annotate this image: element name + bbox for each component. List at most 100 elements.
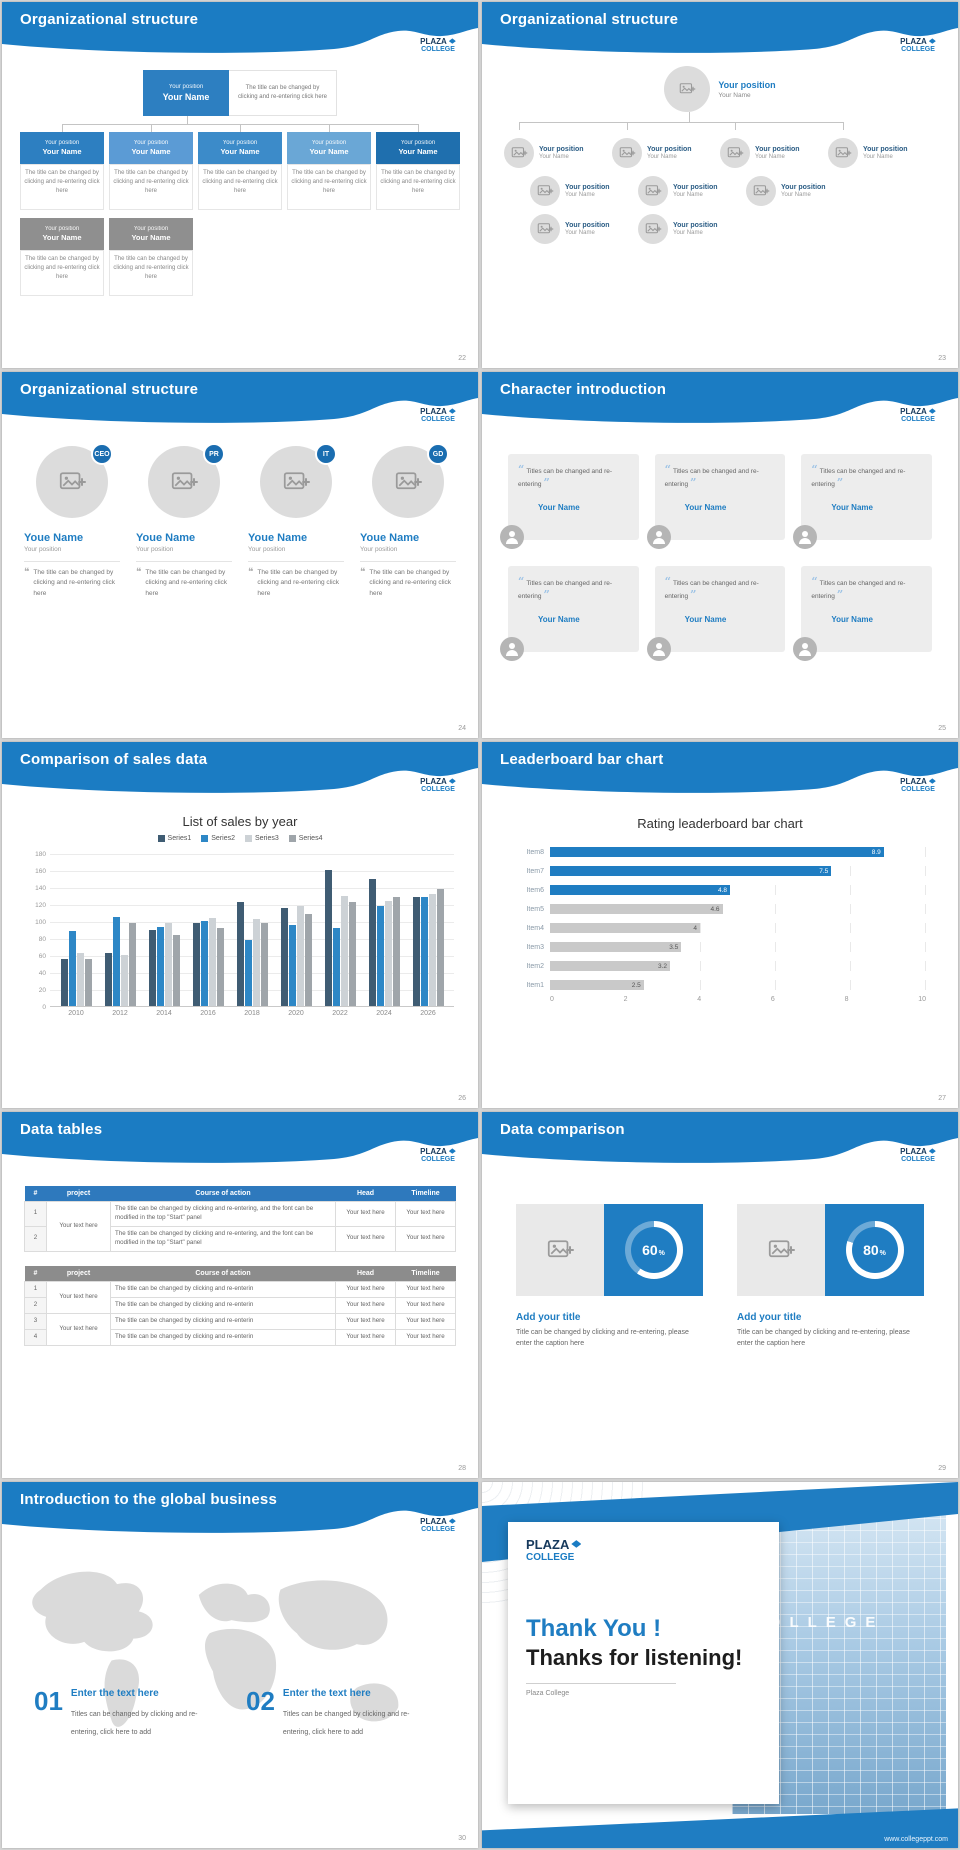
page-number: 30: [458, 1835, 466, 1842]
close-quote-icon: ”: [690, 588, 697, 602]
legend-label: Series3: [255, 835, 279, 842]
col-header: Timeline: [395, 1186, 456, 1202]
logo-college-text: COLLEGE: [901, 46, 935, 54]
x-tick-label: 2010: [68, 1010, 84, 1017]
panel-caption: Title can be changed by clicking and re-…: [737, 1329, 910, 1347]
bar-group: [236, 902, 268, 1006]
logo-college-text: COLLEGE: [526, 1552, 575, 1564]
percent-sign: %: [658, 1250, 665, 1257]
character-card: “Titles can be changed and re-entering” Y…: [793, 566, 932, 661]
position-label: Your position: [539, 146, 584, 153]
x-tick-label: 2026: [420, 1010, 436, 1017]
open-quote-icon: “: [664, 575, 671, 588]
slide-24[interactable]: PLAZA COLLEGE Organizational structure C…: [2, 372, 478, 738]
open-quote-icon: “: [518, 575, 525, 588]
org-person: Your position Your Name: [828, 138, 936, 168]
bar: [392, 897, 400, 1006]
logo-plaza-text: PLAZA: [420, 1516, 447, 1526]
position-label: Your position: [222, 140, 258, 146]
logo-plaza-text: PLAZA: [420, 406, 447, 416]
legend-swatch: [201, 835, 209, 842]
plaza-college-logo: PLAZA COLLEGE: [891, 14, 945, 60]
bar: [60, 959, 68, 1006]
name-label: Your Name: [718, 91, 751, 99]
logo-top-row: PLAZA: [900, 1147, 936, 1157]
member-description: The title can be changed by clicking and…: [369, 569, 452, 597]
slide-title: Introduction to the global business: [20, 1491, 277, 1508]
bar: 3.5: [550, 942, 682, 952]
team-member: IT Youe Name Your position ❝ The title ca…: [248, 443, 344, 722]
slide-28[interactable]: PLAZA COLLEGE Data tables # project Cour…: [2, 1112, 478, 1478]
member-name: Youe Name: [136, 532, 196, 544]
org-person: Your position Your Name: [720, 138, 828, 168]
leaderboard-chart: Rating leaderboard bar chart Item8 8.9 Ite…: [482, 800, 958, 1108]
slide-23[interactable]: PLAZA COLLEGE Organizational structure Y…: [482, 2, 958, 368]
graduation-cap-icon: [928, 778, 936, 784]
bar-group: [148, 922, 180, 1006]
character-card: “Titles can be changed and re-entering” Y…: [500, 566, 639, 661]
col-header: #: [24, 1265, 47, 1282]
slide-30[interactable]: PLAZA COLLEGE Introduction to the global…: [2, 1482, 478, 1848]
bar-value: 3.5: [669, 943, 679, 951]
name-label: Your Name: [647, 154, 677, 160]
slide-26[interactable]: PLAZA COLLEGE Comparison of sales data L…: [2, 742, 478, 1108]
logo-plaza-text: PLAZA: [900, 36, 927, 46]
name-label: Your Name: [673, 192, 703, 198]
page-number: 27: [938, 1095, 946, 1102]
slide-title: Organizational structure: [20, 381, 199, 398]
y-tick-label: 140: [35, 884, 46, 892]
slide-25[interactable]: PLAZA COLLEGE Character introduction “Ti…: [482, 372, 958, 738]
point-title: Enter the text here: [70, 1688, 159, 1699]
slide-title: Comparison of sales data: [20, 751, 208, 768]
image-placeholder: [737, 1204, 825, 1296]
slide-title: Organizational structure: [20, 11, 199, 28]
table-gray: # project Course of action Head Timeline…: [24, 1265, 456, 1346]
position-label: Your position: [44, 140, 80, 146]
name-label: Your Name: [309, 147, 349, 156]
bar-value: 4: [693, 924, 697, 932]
x-tick-label: 0: [550, 996, 554, 1003]
table-header-row: # project Course of action Head Timeline: [24, 1186, 456, 1202]
image-placeholder-icon: [510, 144, 528, 162]
building-text: COLLEGE: [748, 1613, 885, 1631]
name-label: Your Name: [781, 192, 811, 198]
slide-title: Organizational structure: [500, 11, 679, 28]
bar-group: [104, 916, 136, 1006]
position-label: Your position: [755, 146, 800, 153]
bar: [120, 955, 128, 1006]
character-card: “Titles can be changed and re-entering” Y…: [500, 454, 639, 549]
table-cell: The title can be changed by clicking and…: [110, 1225, 336, 1252]
member-name: Youe Name: [360, 532, 420, 544]
member-name: Youe Name: [24, 532, 84, 544]
x-tick-label: 2018: [244, 1010, 260, 1017]
table-cell: Your text here: [395, 1280, 456, 1298]
person-avatar-icon: [793, 525, 818, 549]
org-person: Your position Your Name: [504, 138, 612, 168]
logo-plaza-text: PLAZA: [420, 36, 447, 46]
legend-label: Series1: [167, 835, 192, 842]
node-description: The title can be changed by clicking and…: [20, 164, 104, 210]
bar: 4: [550, 923, 700, 933]
bar: [252, 919, 260, 1006]
slide-29[interactable]: PLAZA COLLEGE Data comparison 60% Add yo…: [482, 1112, 958, 1478]
member-description: The title can be changed by clicking and…: [33, 569, 116, 597]
x-tick-label: 2016: [200, 1010, 216, 1017]
slide-header: PLAZA COLLEGE Organizational structure: [2, 372, 478, 430]
slide-title: Data comparison: [500, 1121, 625, 1138]
slide-22[interactable]: PLAZA COLLEGE Organizational structure Y…: [2, 2, 478, 368]
divider: [526, 1683, 676, 1685]
bar: 4.6: [550, 904, 723, 914]
point-number: 01: [34, 1686, 63, 1716]
bar: [128, 922, 136, 1006]
card-name: Your Name: [684, 614, 727, 624]
org-chart-boxes: Your position Your Name The title can be…: [2, 60, 478, 368]
table-cell: Your text here: [335, 1296, 396, 1314]
org-node: Your position Your Name The title can be c…: [287, 132, 371, 210]
category-label: Item3: [526, 943, 544, 951]
org-root-description: The title can be changed by clicking and…: [229, 70, 337, 116]
world-map: [32, 1571, 399, 1727]
member-description: The title can be changed by clicking and…: [145, 569, 228, 597]
slide-27[interactable]: PLAZA COLLEGE Leaderboard bar chart Rati…: [482, 742, 958, 1108]
image-placeholder-icon: [752, 182, 770, 200]
slide-thank-you[interactable]: COLLEGE PLAZA COLLEGE Thank You ! Thanks…: [482, 1482, 958, 1848]
